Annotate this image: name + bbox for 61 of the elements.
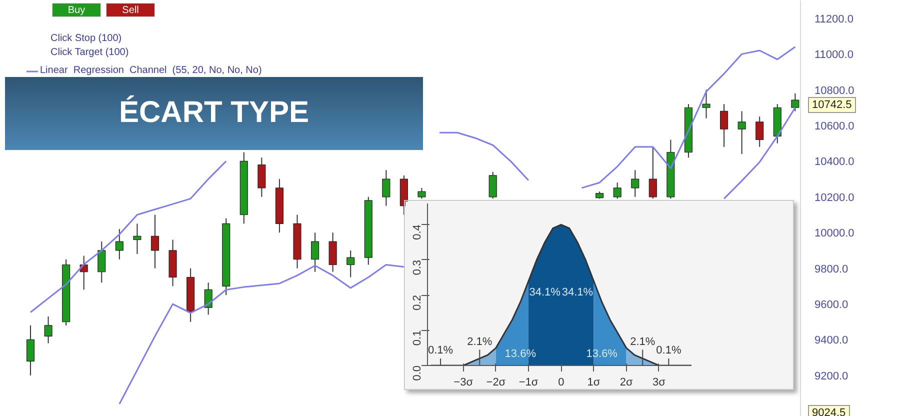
x-tick-label: 1σ <box>587 376 600 388</box>
annotation: Buy <box>68 5 86 16</box>
candlestick <box>310 232 320 272</box>
annotation: 34.1% <box>562 286 594 299</box>
y-tick-label: 10400.0 <box>814 156 854 168</box>
y-tick-label: 0.2 <box>412 295 424 310</box>
y-tick-label: 0.4 <box>412 224 424 240</box>
annotation: 2.1% <box>630 336 656 348</box>
x-tick-label: −2σ <box>486 376 506 388</box>
candlestick <box>613 182 622 200</box>
candlestick <box>756 116 764 148</box>
candlestick <box>346 250 355 278</box>
y-tick-label: 11200.0 <box>814 13 854 26</box>
y-tick-label: 9800.0 <box>814 263 848 276</box>
y-tick-label: 0.0 <box>412 365 424 381</box>
candlestick <box>382 170 390 206</box>
candlestick <box>133 223 142 255</box>
x-tick-label: 3σ <box>652 376 666 388</box>
y-tick-label: 10000.0 <box>814 228 854 240</box>
y-tick-label: 10600.0 <box>814 120 854 132</box>
candlestick <box>26 324 35 376</box>
y-tick-label: 9600.0 <box>814 299 848 312</box>
x-tick-label: −3σ <box>454 376 474 388</box>
x-tick-label: 2σ <box>620 376 633 388</box>
annotation: Click Stop (100) <box>50 33 122 44</box>
y-tick-label: 0.3 <box>412 260 424 276</box>
text: ÉCART TYPE <box>118 96 310 130</box>
candlestick <box>258 157 266 198</box>
candlestick <box>631 170 640 198</box>
candlestick <box>648 146 657 200</box>
annotation: 0.1% <box>428 344 454 357</box>
annotation: 34.1% <box>529 286 561 299</box>
annotation: Sell <box>122 5 139 16</box>
annotation: 13.6% <box>504 348 536 360</box>
candlestick <box>702 89 710 119</box>
y-tick-label: 10800.0 <box>814 84 854 97</box>
candlestick <box>115 228 124 260</box>
candlestick <box>720 104 728 148</box>
x-tick-label: −1σ <box>518 376 538 388</box>
candlestick <box>488 171 497 200</box>
annotation: 13.6% <box>586 348 618 360</box>
y-tick-label: 11000.0 <box>814 49 854 62</box>
x-tick-label: 0 <box>558 376 564 388</box>
candlestick <box>204 282 212 316</box>
y-tick-label: 0.1 <box>412 330 424 346</box>
y-tick-label: 10200.0 <box>814 192 854 204</box>
candlestick <box>150 214 160 269</box>
text: 10742.5 <box>812 98 852 112</box>
text: 9024.5 <box>812 406 846 416</box>
y-tick-label: 9400.0 <box>814 334 848 347</box>
legend-label: Linear Regression Channel (55, 20, No, No, No) <box>40 65 262 76</box>
annotation: Click Target (100) <box>50 47 129 58</box>
candlestick <box>98 241 106 284</box>
candlestick <box>418 187 426 200</box>
candlestick <box>44 316 52 344</box>
annotation: 2.1% <box>467 336 492 348</box>
candlestick <box>791 92 800 112</box>
candlestick <box>738 110 746 155</box>
annotation: 0.1% <box>656 344 682 357</box>
candlestick <box>328 232 337 272</box>
y-tick-label: 9200.0 <box>814 370 848 382</box>
